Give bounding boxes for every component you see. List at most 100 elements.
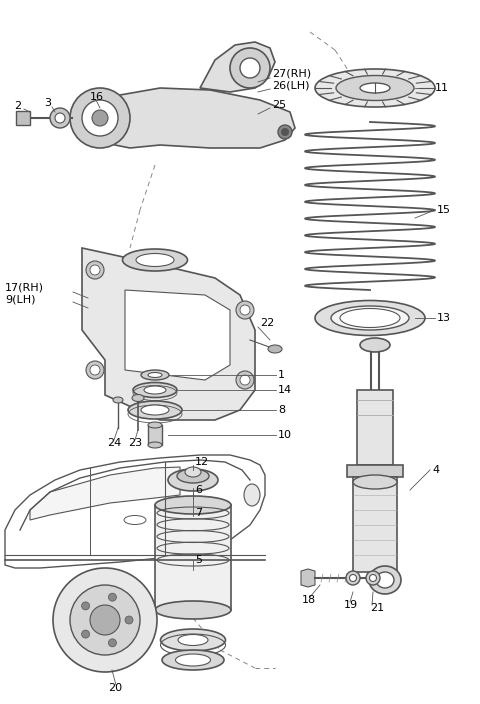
Ellipse shape (349, 574, 357, 582)
Text: 4: 4 (432, 465, 439, 475)
Ellipse shape (315, 69, 435, 107)
Ellipse shape (336, 75, 414, 101)
Circle shape (90, 265, 100, 275)
Circle shape (108, 639, 117, 647)
Text: 15: 15 (437, 205, 451, 215)
Text: 8: 8 (278, 405, 285, 415)
Bar (155, 505, 231, 610)
Circle shape (230, 48, 270, 88)
Ellipse shape (360, 83, 390, 93)
Circle shape (82, 100, 118, 136)
Text: 20: 20 (108, 683, 122, 693)
Ellipse shape (155, 496, 231, 514)
Circle shape (82, 630, 90, 638)
Circle shape (236, 371, 254, 389)
Circle shape (108, 593, 117, 601)
Bar (16, 111, 30, 125)
Text: 22: 22 (260, 318, 274, 328)
Text: 19: 19 (344, 600, 358, 610)
Text: 12: 12 (195, 457, 209, 467)
Ellipse shape (141, 370, 169, 380)
Circle shape (90, 365, 100, 375)
Ellipse shape (376, 572, 394, 588)
Text: 6: 6 (195, 485, 202, 495)
Bar (357, 390, 393, 465)
Circle shape (82, 602, 90, 610)
Circle shape (240, 58, 260, 78)
Text: 11: 11 (435, 83, 449, 93)
Text: 7: 7 (195, 508, 202, 518)
Ellipse shape (268, 345, 282, 353)
Polygon shape (95, 88, 295, 148)
Ellipse shape (331, 306, 409, 330)
Ellipse shape (148, 442, 162, 448)
Ellipse shape (177, 469, 209, 483)
Bar (347, 465, 403, 477)
Circle shape (90, 605, 120, 635)
Ellipse shape (346, 571, 360, 585)
Text: 21: 21 (370, 603, 384, 613)
Circle shape (86, 361, 104, 379)
Ellipse shape (113, 397, 123, 403)
Text: 9(LH): 9(LH) (5, 295, 36, 305)
Polygon shape (82, 248, 255, 420)
Ellipse shape (144, 386, 166, 394)
Bar (353, 477, 397, 572)
Ellipse shape (160, 629, 226, 651)
Ellipse shape (128, 401, 182, 419)
Ellipse shape (360, 338, 390, 352)
Ellipse shape (168, 469, 218, 491)
Ellipse shape (50, 108, 70, 128)
Ellipse shape (178, 634, 208, 646)
Ellipse shape (176, 654, 211, 666)
Bar (148, 425, 162, 445)
Text: 5: 5 (195, 555, 202, 565)
Ellipse shape (155, 601, 231, 619)
Ellipse shape (136, 253, 174, 267)
Text: 26(LH): 26(LH) (272, 81, 310, 91)
Ellipse shape (162, 650, 224, 670)
Polygon shape (301, 569, 315, 587)
Text: 2: 2 (14, 101, 21, 111)
Text: 18: 18 (302, 595, 316, 605)
Ellipse shape (185, 467, 201, 477)
Ellipse shape (122, 249, 188, 271)
Circle shape (86, 261, 104, 279)
Ellipse shape (244, 484, 260, 506)
Circle shape (125, 616, 133, 624)
Circle shape (240, 375, 250, 385)
Ellipse shape (133, 382, 177, 398)
Ellipse shape (366, 571, 380, 585)
Ellipse shape (281, 129, 288, 135)
Text: 27(RH): 27(RH) (272, 69, 311, 79)
Text: 25: 25 (272, 100, 286, 110)
Polygon shape (30, 467, 180, 520)
Ellipse shape (370, 574, 376, 582)
Ellipse shape (369, 566, 401, 594)
Text: 23: 23 (128, 438, 142, 448)
Ellipse shape (148, 422, 162, 428)
Ellipse shape (278, 125, 292, 139)
Circle shape (53, 568, 157, 672)
Ellipse shape (353, 475, 397, 489)
Circle shape (92, 110, 108, 126)
Circle shape (236, 301, 254, 319)
Text: 24: 24 (107, 438, 121, 448)
Text: 3: 3 (44, 98, 51, 108)
Text: 10: 10 (278, 430, 292, 440)
Ellipse shape (340, 308, 400, 327)
Circle shape (70, 88, 130, 148)
Ellipse shape (141, 405, 169, 415)
Polygon shape (125, 290, 230, 380)
Text: 16: 16 (90, 92, 104, 102)
Polygon shape (200, 42, 275, 92)
Text: 14: 14 (278, 385, 292, 395)
Text: 1: 1 (278, 370, 285, 380)
Ellipse shape (315, 301, 425, 336)
Text: 17(RH): 17(RH) (5, 283, 44, 293)
Ellipse shape (55, 113, 65, 123)
Ellipse shape (132, 394, 144, 401)
Circle shape (70, 585, 140, 655)
Circle shape (240, 305, 250, 315)
Ellipse shape (148, 372, 162, 377)
